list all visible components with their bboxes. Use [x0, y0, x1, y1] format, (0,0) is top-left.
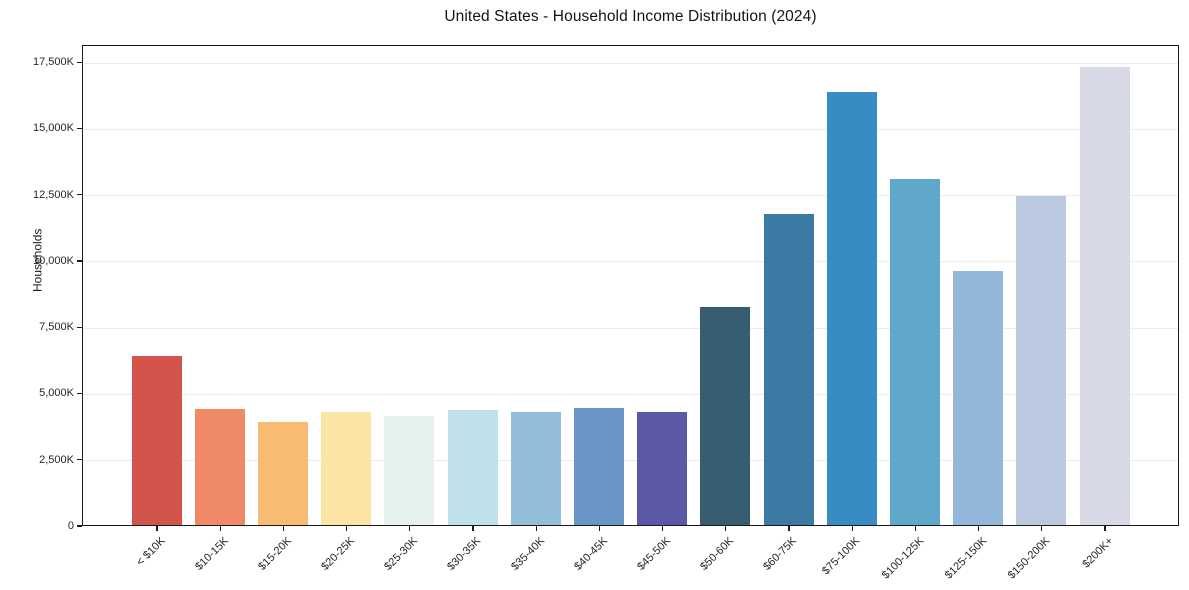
y-tick-label: 0 [67, 520, 74, 532]
x-tick-mark [219, 526, 221, 531]
bar-10-15k [194, 408, 245, 525]
x-tick-label: $100-125K [879, 535, 926, 582]
bar-25-30k [384, 416, 435, 525]
x-tick-label: $10-15K [192, 535, 231, 573]
bar-10k [131, 355, 182, 525]
y-tick-mark [77, 61, 82, 63]
x-tick-label: < $10K [134, 535, 168, 569]
gridline [83, 128, 1178, 130]
x-tick-label: $125-150K [942, 535, 990, 582]
x-tick-mark [472, 526, 474, 531]
x-tick-mark [725, 526, 727, 531]
y-tick-label: 7,500K [39, 321, 74, 334]
x-tick-label: $60-75K [761, 535, 800, 573]
gridline [83, 460, 1178, 462]
bar-200k [1079, 67, 1130, 525]
plot-area [82, 45, 1179, 526]
x-tick-label: $20-25K [319, 535, 358, 573]
bar-100-125k [889, 178, 940, 525]
x-tick-label: $25-30K [382, 535, 421, 573]
bar-150-200k [1016, 195, 1067, 525]
y-tick-mark [77, 459, 82, 461]
x-tick-mark [1104, 526, 1106, 531]
x-tick-mark [1041, 526, 1043, 531]
gridline [83, 261, 1178, 263]
bar-125-150k [953, 270, 1004, 525]
x-tick-label: $150-200K [1005, 535, 1053, 582]
x-tick-mark [409, 526, 411, 531]
x-tick-mark [662, 526, 664, 531]
y-tick-mark [77, 326, 82, 328]
y-tick-mark [77, 127, 82, 130]
bar-15-20k [257, 421, 308, 525]
x-tick-mark [788, 526, 790, 531]
x-tick-label: $75-100K [820, 535, 863, 578]
y-tick-mark [77, 392, 82, 395]
gridline [83, 62, 1178, 64]
bar-40-45k [573, 407, 624, 525]
bar-45-50k [637, 412, 688, 525]
y-tick-label: 10,000K [33, 254, 74, 267]
x-tick-mark [851, 526, 853, 531]
x-tick-label: $30-35K [445, 535, 484, 573]
x-tick-label: $200K+ [1079, 535, 1116, 571]
gridline [83, 327, 1178, 329]
x-tick-label: $45-50K [635, 535, 674, 573]
x-tick-label: $15-20K [255, 535, 294, 573]
gridline [83, 393, 1178, 395]
x-tick-mark [282, 526, 284, 531]
y-tick-mark [77, 194, 82, 196]
x-tick-mark [914, 526, 916, 531]
bar-20-25k [321, 412, 372, 525]
y-tick-label: 17,500K [33, 56, 74, 69]
x-tick-mark [978, 526, 980, 531]
y-tick-mark [77, 260, 82, 262]
y-tick-label: 5,000K [39, 387, 74, 400]
x-tick-mark [346, 526, 348, 531]
x-tick-mark [156, 526, 158, 531]
bar-35-40k [510, 412, 561, 525]
bar-60-75k [763, 213, 814, 525]
chart-title: United States - Household Income Distrib… [444, 8, 817, 25]
gridline [83, 195, 1178, 197]
y-tick-label: 15,000K [33, 122, 74, 135]
y-tick-label: 12,500K [33, 188, 74, 201]
bar-30-35k [447, 409, 498, 525]
bar-50-60k [700, 306, 751, 525]
y-tick-label: 2,500K [39, 453, 74, 466]
bar-75-100k [826, 91, 877, 525]
x-tick-label: $40-45K [571, 535, 610, 573]
x-tick-label: $50-60K [698, 535, 737, 573]
y-tick-mark [77, 525, 82, 527]
x-tick-mark [535, 526, 537, 531]
x-tick-label: $35-40K [508, 535, 547, 573]
x-tick-mark [598, 526, 600, 531]
